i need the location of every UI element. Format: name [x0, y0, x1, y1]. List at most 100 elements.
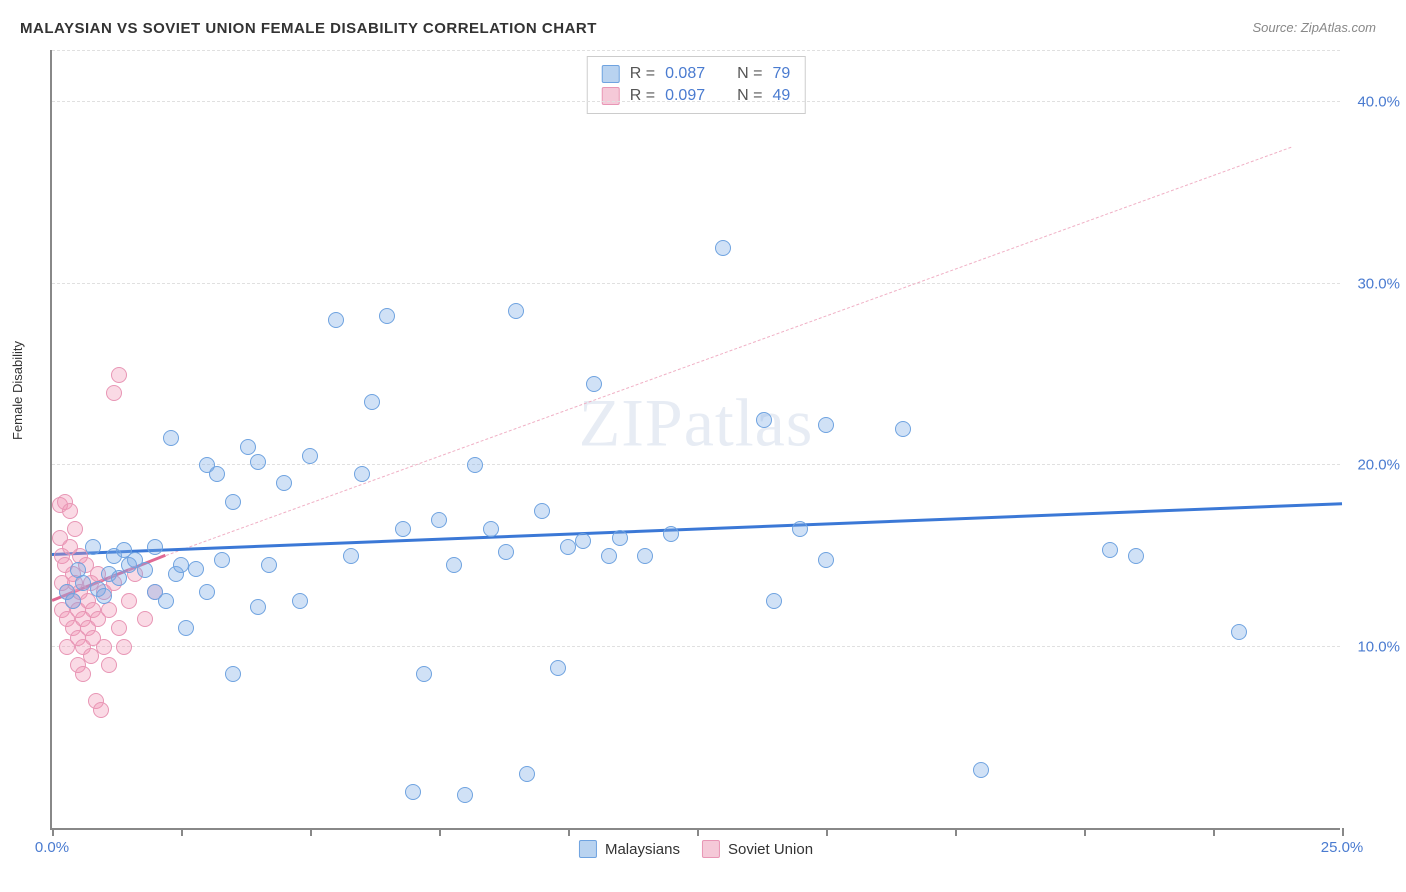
- data-point: [756, 412, 772, 428]
- data-point: [225, 666, 241, 682]
- data-point: [483, 521, 499, 537]
- trendline: [52, 503, 1342, 556]
- swatch-malaysians: [579, 840, 597, 858]
- data-point: [302, 448, 318, 464]
- gridline: [52, 101, 1340, 102]
- r-label: R =: [630, 65, 655, 83]
- n-value-malaysians: 79: [772, 65, 790, 83]
- plot-area: ZIPatlas R = 0.087 N = 79 R = 0.097 N = …: [50, 50, 1340, 830]
- data-point: [75, 666, 91, 682]
- data-point: [508, 303, 524, 319]
- data-point: [67, 521, 83, 537]
- data-point: [65, 593, 81, 609]
- data-point: [250, 599, 266, 615]
- x-tick: [1213, 828, 1215, 836]
- data-point: [405, 784, 421, 800]
- data-point: [209, 466, 225, 482]
- x-tick: [568, 828, 570, 836]
- data-point: [364, 394, 380, 410]
- data-point: [416, 666, 432, 682]
- gridline: [52, 50, 1340, 51]
- data-point: [101, 657, 117, 673]
- data-point: [111, 620, 127, 636]
- y-tick-label: 20.0%: [1357, 457, 1400, 474]
- x-tick: [310, 828, 312, 836]
- data-point: [75, 575, 91, 591]
- data-point: [637, 548, 653, 564]
- x-tick: [439, 828, 441, 836]
- data-point: [225, 494, 241, 510]
- legend-label-soviet: Soviet Union: [728, 841, 813, 858]
- data-point: [147, 539, 163, 555]
- data-point: [178, 620, 194, 636]
- chart-container: MALAYSIAN VS SOVIET UNION FEMALE DISABIL…: [0, 0, 1406, 892]
- data-point: [379, 308, 395, 324]
- legend-item-malaysians: Malaysians: [579, 840, 680, 858]
- data-point: [354, 466, 370, 482]
- data-point: [766, 593, 782, 609]
- data-point: [240, 439, 256, 455]
- y-axis-label: Female Disability: [10, 341, 25, 440]
- data-point: [137, 562, 153, 578]
- stats-row-malaysians: R = 0.087 N = 79: [602, 63, 791, 85]
- data-point: [292, 593, 308, 609]
- data-point: [586, 376, 602, 392]
- data-point: [431, 512, 447, 528]
- data-point: [163, 430, 179, 446]
- data-point: [199, 584, 215, 600]
- data-point: [1128, 548, 1144, 564]
- data-point: [62, 503, 78, 519]
- data-point: [715, 240, 731, 256]
- data-point: [395, 521, 411, 537]
- x-tick: [1342, 828, 1344, 836]
- bottom-legend: Malaysians Soviet Union: [579, 840, 813, 858]
- watermark-text: ZIPatlas: [579, 384, 814, 463]
- data-point: [328, 312, 344, 328]
- x-tick: [697, 828, 699, 836]
- data-point: [792, 521, 808, 537]
- source-attribution: Source: ZipAtlas.com: [1252, 20, 1376, 35]
- data-point: [343, 548, 359, 564]
- y-tick-label: 10.0%: [1357, 638, 1400, 655]
- x-tick: [1084, 828, 1086, 836]
- data-point: [601, 548, 617, 564]
- data-point: [575, 533, 591, 549]
- data-point: [261, 557, 277, 573]
- gridline: [52, 464, 1340, 465]
- data-point: [96, 639, 112, 655]
- data-point: [276, 475, 292, 491]
- data-point: [895, 421, 911, 437]
- data-point: [446, 557, 462, 573]
- y-tick-label: 40.0%: [1357, 94, 1400, 111]
- data-point: [93, 702, 109, 718]
- swatch-malaysians: [602, 65, 620, 83]
- swatch-soviet: [702, 840, 720, 858]
- data-point: [519, 766, 535, 782]
- chart-title: MALAYSIAN VS SOVIET UNION FEMALE DISABIL…: [20, 20, 597, 37]
- data-point: [818, 552, 834, 568]
- x-tick: [52, 828, 54, 836]
- y-tick-label: 30.0%: [1357, 275, 1400, 292]
- data-point: [1231, 624, 1247, 640]
- data-point: [663, 526, 679, 542]
- data-point: [96, 588, 112, 604]
- legend-item-soviet: Soviet Union: [702, 840, 813, 858]
- data-point: [111, 570, 127, 586]
- n-label: N =: [737, 65, 762, 83]
- data-point: [173, 557, 189, 573]
- data-point: [85, 539, 101, 555]
- data-point: [188, 561, 204, 577]
- data-point: [1102, 542, 1118, 558]
- data-point: [116, 639, 132, 655]
- x-tick-label: 0.0%: [35, 839, 69, 856]
- x-tick: [955, 828, 957, 836]
- data-point: [106, 385, 122, 401]
- data-point: [973, 762, 989, 778]
- data-point: [534, 503, 550, 519]
- data-point: [214, 552, 230, 568]
- x-tick: [181, 828, 183, 836]
- r-value-malaysians: 0.087: [665, 65, 705, 83]
- x-tick: [826, 828, 828, 836]
- data-point: [467, 457, 483, 473]
- stats-row-soviet: R = 0.097 N = 49: [602, 85, 791, 107]
